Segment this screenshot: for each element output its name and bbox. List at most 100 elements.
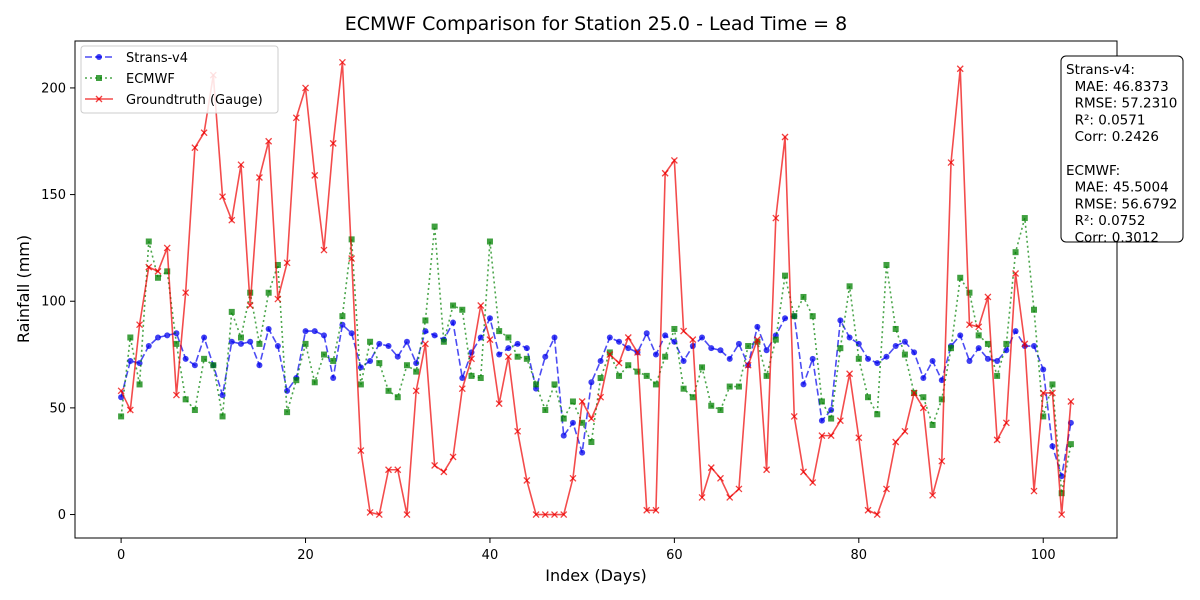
stats-box-frame xyxy=(1060,55,1184,243)
data-point xyxy=(302,340,309,347)
data-point xyxy=(219,193,226,201)
data-point xyxy=(781,133,789,141)
data-point xyxy=(975,345,982,352)
stats-line: Corr: 0.3012 xyxy=(1066,230,1159,246)
data-point xyxy=(966,289,973,296)
data-point xyxy=(846,283,853,290)
data-point xyxy=(302,328,309,335)
data-point xyxy=(800,381,807,388)
data-point xyxy=(579,419,586,426)
x-tick-label: 100 xyxy=(1031,548,1056,563)
data-point xyxy=(376,360,383,367)
data-point xyxy=(320,351,327,358)
data-point xyxy=(1031,306,1038,313)
data-point xyxy=(292,114,300,122)
data-point xyxy=(431,223,438,230)
data-point xyxy=(947,159,955,167)
series-2 xyxy=(117,58,1075,518)
y-tick-label: 0 xyxy=(58,508,66,523)
data-point xyxy=(284,409,291,416)
data-point xyxy=(809,313,816,320)
data-point xyxy=(505,345,512,352)
data-point xyxy=(385,466,392,474)
data-point xyxy=(634,368,641,375)
data-point xyxy=(514,340,521,347)
data-point xyxy=(486,336,494,344)
data-point xyxy=(1021,215,1028,222)
data-point xyxy=(616,338,623,345)
data-point xyxy=(948,345,955,352)
data-point xyxy=(154,267,162,275)
data-point xyxy=(339,313,346,320)
data-point xyxy=(505,334,512,341)
data-point xyxy=(357,447,365,455)
data-point xyxy=(938,377,945,384)
legend-label: ECMWF xyxy=(126,72,175,87)
data-point xyxy=(588,379,595,386)
legend-marker xyxy=(96,54,102,60)
data-point xyxy=(172,391,180,399)
data-point xyxy=(726,383,733,390)
data-point xyxy=(126,406,134,414)
data-point xyxy=(827,432,835,440)
data-point xyxy=(707,464,715,472)
data-point xyxy=(846,334,853,341)
legend-entry: ECMWF xyxy=(85,72,175,87)
data-point xyxy=(919,404,927,412)
data-point xyxy=(782,272,789,279)
series-line xyxy=(120,217,1072,494)
data-point xyxy=(274,295,282,303)
data-point xyxy=(367,357,374,364)
data-point xyxy=(698,494,706,501)
data-point xyxy=(671,325,678,332)
data-point xyxy=(348,330,355,337)
data-point xyxy=(1021,340,1029,348)
data-point xyxy=(1030,487,1038,495)
y-axis: 0 50 100 150 200 xyxy=(41,81,75,523)
stats-line: RMSE: 57.2310 xyxy=(1066,96,1177,112)
data-point xyxy=(662,332,669,339)
data-point xyxy=(412,387,420,395)
data-point xyxy=(375,511,383,518)
data-point xyxy=(1031,343,1038,350)
data-point xyxy=(597,393,605,401)
data-point xyxy=(846,370,854,378)
x-tick-label: 0 xyxy=(117,548,125,563)
data-point xyxy=(735,485,743,493)
data-point xyxy=(560,415,567,422)
data-point xyxy=(560,511,568,518)
data-point xyxy=(191,362,198,369)
data-point xyxy=(431,462,439,469)
data-point xyxy=(495,400,503,408)
data-point xyxy=(560,432,567,439)
data-point xyxy=(975,323,983,331)
data-point xyxy=(459,375,466,382)
data-point xyxy=(791,313,798,320)
y-tick-label: 50 xyxy=(49,401,66,416)
data-point xyxy=(330,357,337,364)
data-point xyxy=(514,427,522,435)
data-point xyxy=(708,345,715,352)
data-point xyxy=(938,396,945,403)
data-point xyxy=(984,340,991,347)
data-point xyxy=(735,383,742,390)
data-point xyxy=(265,137,273,145)
data-point xyxy=(458,385,466,393)
data-point xyxy=(606,349,613,356)
data-point xyxy=(450,302,457,309)
data-point xyxy=(256,362,263,369)
data-point xyxy=(449,453,457,461)
data-point xyxy=(772,214,780,222)
data-point xyxy=(154,334,161,341)
data-point xyxy=(818,398,825,405)
data-point xyxy=(348,255,356,263)
data-point xyxy=(468,372,475,379)
data-point xyxy=(136,381,143,388)
plot-area xyxy=(74,40,1118,539)
data-point xyxy=(117,387,125,395)
data-point xyxy=(200,129,208,137)
data-point xyxy=(1040,413,1047,420)
data-point xyxy=(699,334,706,341)
data-point xyxy=(311,171,319,179)
